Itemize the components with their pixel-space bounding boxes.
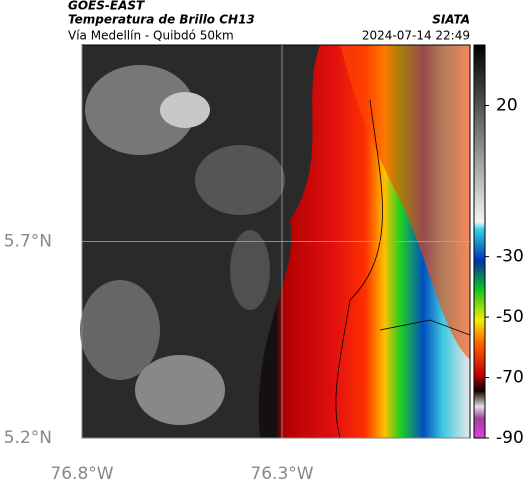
colorbar-tick-label: -70 [496, 368, 524, 388]
colorbar [473, 44, 486, 439]
colorbar-tick-label: -50 [496, 307, 524, 327]
timestamp: 2024-07-14 22:49 [362, 29, 470, 43]
subtitle: Vía Medellín - Quibdó 50km [68, 29, 234, 43]
x-tick-label: 76.8°W [50, 464, 113, 484]
brand: SIATA [432, 13, 470, 27]
colorbar-tick-label: 20 [496, 95, 518, 115]
colorbar-tick-label: -90 [496, 428, 524, 448]
y-tick-label: 5.2°N [4, 428, 52, 448]
title: Temperatura de Brillo CH13 [68, 13, 255, 27]
x-tick-label: 76.3°W [250, 464, 313, 484]
y-tick-label: 5.7°N [4, 232, 52, 252]
source: GOES-EAST [68, 0, 145, 13]
colorbar-tick-label: -30 [496, 247, 524, 267]
